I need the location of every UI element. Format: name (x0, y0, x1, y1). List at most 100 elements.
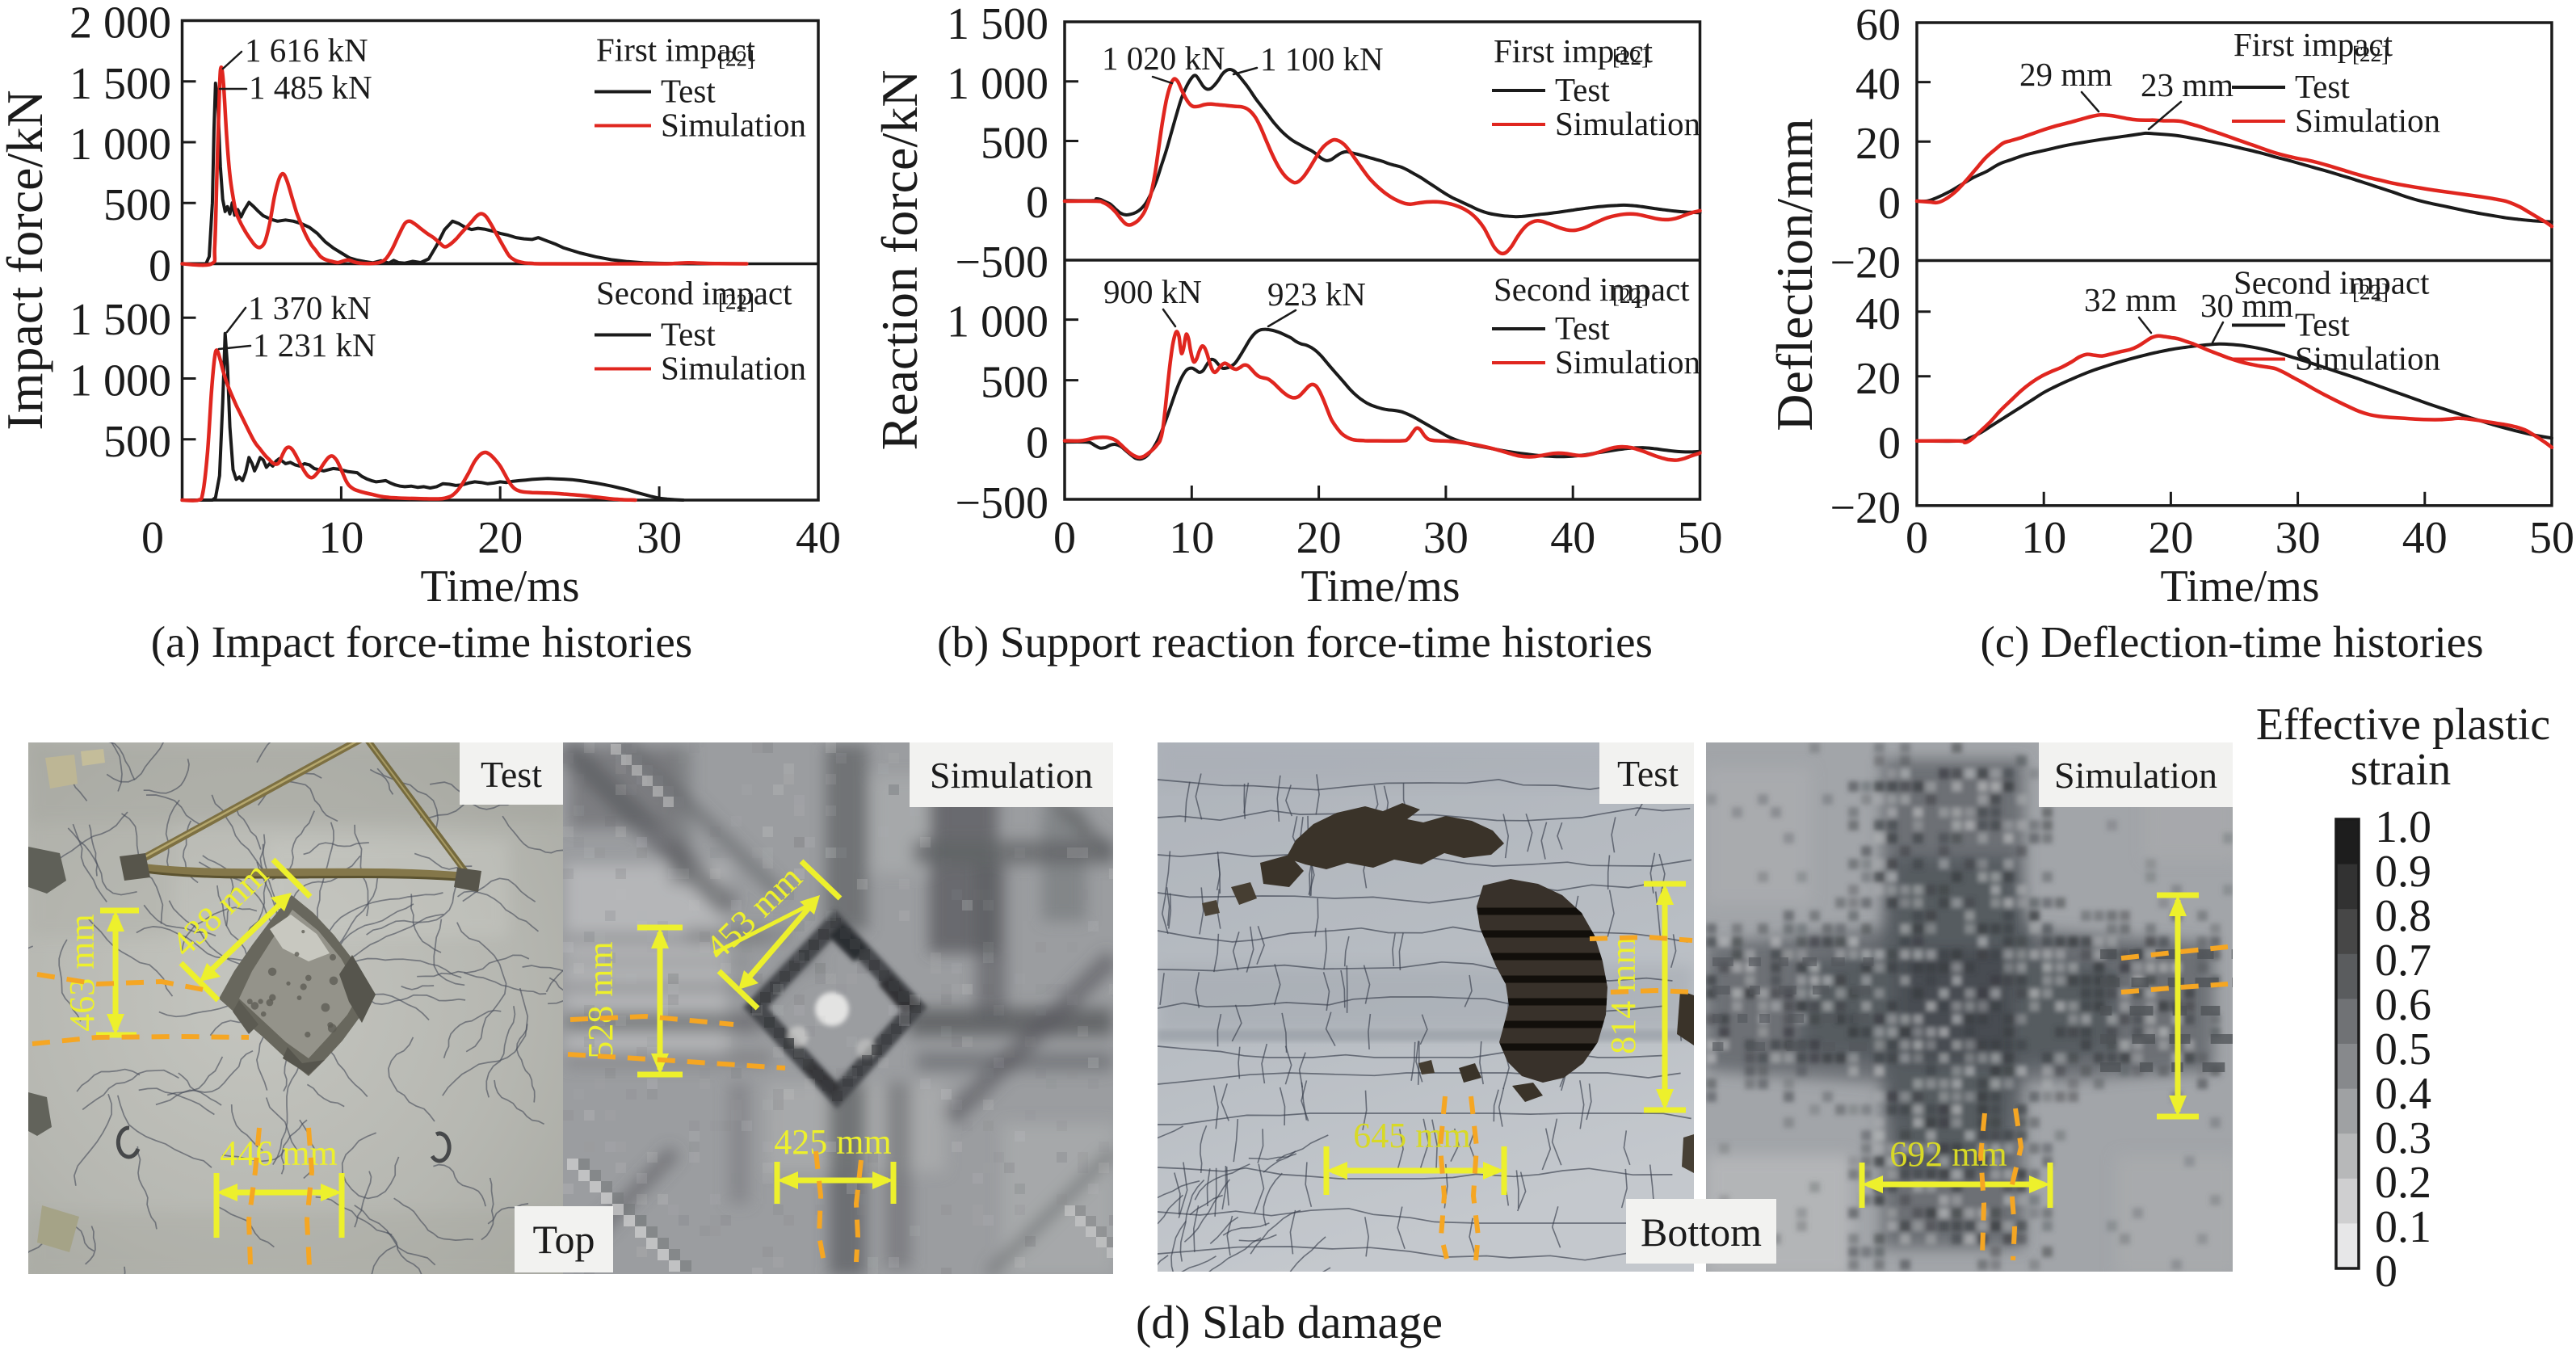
svg-text:(a) Impact force-time historie: (a) Impact force-time histories (151, 617, 692, 667)
svg-text:30: 30 (1423, 513, 1469, 563)
svg-text:[22]: [22] (1612, 45, 1649, 69)
svg-text:Simulation: Simulation (1555, 105, 1700, 142)
svg-text:692 mm: 692 mm (1889, 1134, 2007, 1174)
svg-text:Simulation: Simulation (661, 107, 806, 144)
svg-text:1 000: 1 000 (69, 356, 171, 406)
svg-text:1 500: 1 500 (69, 295, 171, 345)
svg-text:−20: −20 (1830, 238, 1901, 288)
svg-text:strain: strain (2351, 745, 2451, 795)
svg-text:Simulation: Simulation (661, 350, 806, 387)
svg-text:1 000: 1 000 (947, 59, 1048, 109)
svg-text:0: 0 (1026, 178, 1048, 228)
svg-text:50: 50 (2529, 513, 2574, 563)
svg-text:20: 20 (1855, 354, 1901, 404)
svg-text:Effective plastic: Effective plastic (2256, 700, 2550, 750)
svg-text:−500: −500 (955, 238, 1048, 288)
svg-text:(d) Slab damage: (d) Slab damage (1136, 1296, 1443, 1348)
svg-text:500: 500 (103, 180, 171, 230)
svg-text:(b) Support reaction force-tim: (b) Support reaction force-time historie… (937, 617, 1653, 667)
svg-text:50: 50 (1678, 513, 1723, 563)
svg-text:20: 20 (1296, 513, 1342, 563)
svg-text:1 485 kN: 1 485 kN (249, 69, 372, 106)
svg-text:500: 500 (103, 417, 171, 467)
svg-text:First impact: First impact (1494, 32, 1654, 69)
svg-text:1 100 kN: 1 100 kN (1260, 40, 1384, 78)
svg-text:528 mm: 528 mm (581, 941, 620, 1058)
svg-text:Reaction force/kN: Reaction force/kN (871, 70, 928, 451)
svg-text:60: 60 (1855, 0, 1901, 50)
svg-text:425 mm: 425 mm (774, 1122, 891, 1162)
svg-text:[22]: [22] (2352, 280, 2389, 305)
svg-text:Test: Test (2295, 306, 2350, 343)
svg-text:1 231 kN: 1 231 kN (253, 326, 376, 364)
svg-text:40: 40 (2402, 513, 2448, 563)
svg-text:Simulation: Simulation (2054, 755, 2217, 796)
svg-text:−20: −20 (1830, 483, 1901, 533)
svg-text:10: 10 (1169, 513, 1214, 563)
svg-text:1 000: 1 000 (947, 297, 1048, 347)
svg-text:[22]: [22] (1612, 284, 1649, 308)
svg-text:−500: −500 (955, 478, 1048, 528)
svg-text:Test: Test (1617, 753, 1679, 794)
svg-text:1 370 kN: 1 370 kN (248, 289, 372, 326)
svg-text:0.9: 0.9 (2375, 847, 2431, 897)
svg-text:0: 0 (141, 513, 164, 563)
svg-text:446 mm: 446 mm (220, 1133, 337, 1173)
svg-text:20: 20 (477, 513, 523, 563)
svg-text:Simulation: Simulation (2295, 340, 2440, 377)
svg-text:0.5: 0.5 (2375, 1024, 2431, 1075)
svg-text:Second impact: Second impact (1494, 271, 1690, 308)
svg-text:Simulation: Simulation (2295, 102, 2440, 139)
svg-text:(c) Deflection-time histories: (c) Deflection-time histories (1980, 617, 2483, 667)
svg-text:30: 30 (637, 513, 682, 563)
svg-text:814 mm: 814 mm (1603, 936, 1643, 1054)
svg-text:Time/ms: Time/ms (2160, 561, 2319, 612)
svg-text:Simulation: Simulation (930, 755, 1093, 796)
svg-text:0.3: 0.3 (2375, 1113, 2431, 1163)
svg-text:29 mm: 29 mm (2019, 56, 2112, 93)
svg-text:1.0: 1.0 (2375, 802, 2431, 852)
svg-text:0.7: 0.7 (2375, 936, 2431, 986)
svg-text:Bottom: Bottom (1641, 1209, 1762, 1255)
svg-text:2 000: 2 000 (69, 0, 171, 48)
svg-text:500: 500 (981, 119, 1048, 169)
svg-text:40: 40 (1550, 513, 1595, 563)
svg-text:0.8: 0.8 (2375, 891, 2431, 941)
svg-text:First impact: First impact (596, 32, 756, 69)
svg-text:20: 20 (1855, 119, 1901, 169)
svg-text:Test: Test (1555, 309, 1610, 347)
svg-text:Time/ms: Time/ms (1301, 561, 1460, 612)
svg-text:[22]: [22] (2352, 42, 2389, 66)
svg-text:0: 0 (1878, 418, 1901, 469)
svg-text:Second impact: Second impact (2234, 264, 2430, 301)
svg-text:Second impact: Second impact (596, 275, 792, 312)
svg-text:0: 0 (1878, 179, 1901, 229)
svg-text:900 kN: 900 kN (1103, 273, 1202, 310)
svg-text:32 mm: 32 mm (2084, 281, 2177, 318)
svg-text:Impact force/kN: Impact force/kN (0, 90, 53, 430)
svg-text:0: 0 (2375, 1247, 2397, 1297)
svg-text:Time/ms: Time/ms (420, 561, 579, 612)
svg-text:0.6: 0.6 (2375, 980, 2431, 1030)
svg-text:30 mm: 30 mm (2200, 287, 2293, 324)
svg-text:Test: Test (2295, 68, 2350, 105)
svg-text:40: 40 (1855, 60, 1901, 110)
svg-text:0: 0 (1026, 418, 1048, 469)
svg-text:645 mm: 645 mm (1353, 1116, 1470, 1155)
svg-text:Top: Top (532, 1217, 595, 1262)
svg-text:1 616 kN: 1 616 kN (245, 32, 368, 69)
svg-text:463 mm: 463 mm (62, 914, 102, 1031)
svg-text:Test: Test (661, 316, 716, 353)
svg-text:1 000: 1 000 (69, 120, 171, 170)
svg-text:40: 40 (1855, 289, 1901, 339)
svg-text:10: 10 (318, 513, 363, 563)
svg-text:30: 30 (2276, 513, 2321, 563)
svg-text:[22]: [22] (718, 47, 754, 71)
svg-text:First impact: First impact (2234, 26, 2393, 63)
svg-text:1 500: 1 500 (69, 59, 171, 109)
svg-text:923 kN: 923 kN (1267, 275, 1366, 313)
svg-text:20: 20 (2148, 513, 2193, 563)
svg-text:0.1: 0.1 (2375, 1202, 2431, 1252)
svg-text:Simulation: Simulation (1555, 343, 1700, 381)
svg-text:1 500: 1 500 (947, 0, 1048, 49)
